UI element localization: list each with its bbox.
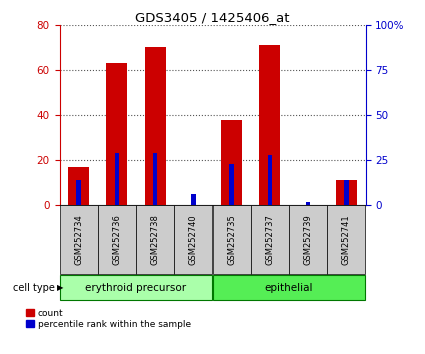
Title: GDS3405 / 1425406_at: GDS3405 / 1425406_at (135, 11, 290, 24)
Bar (136, 205, 174, 274)
Bar (259, 45, 280, 205)
Bar (251, 205, 289, 274)
Bar (144, 47, 166, 205)
Bar (115, 153, 119, 205)
Bar (212, 205, 251, 274)
Text: GSM252736: GSM252736 (112, 215, 122, 265)
Bar (60, 275, 212, 300)
Text: GSM252734: GSM252734 (74, 215, 83, 265)
Text: GSM252741: GSM252741 (342, 215, 351, 265)
Bar (60, 205, 98, 274)
Bar (68, 167, 89, 205)
Bar (153, 153, 157, 205)
Text: epithelial: epithelial (265, 282, 313, 293)
Bar (76, 180, 81, 205)
Text: GSM252735: GSM252735 (227, 215, 236, 265)
Text: GSM252739: GSM252739 (303, 215, 313, 265)
Bar (327, 205, 366, 274)
Bar (306, 202, 310, 205)
Bar (336, 181, 357, 205)
Text: cell type: cell type (13, 282, 55, 293)
Bar (212, 275, 366, 300)
Bar (191, 194, 196, 205)
Bar (106, 63, 128, 205)
Text: GSM252740: GSM252740 (189, 215, 198, 265)
Bar (344, 180, 348, 205)
Legend: count, percentile rank within the sample: count, percentile rank within the sample (26, 309, 191, 329)
Bar (268, 155, 272, 205)
Bar (221, 120, 242, 205)
Bar (230, 164, 234, 205)
Bar (289, 205, 327, 274)
Bar (98, 205, 136, 274)
Text: GSM252737: GSM252737 (265, 215, 275, 265)
Text: erythroid precursor: erythroid precursor (85, 282, 187, 293)
Text: GSM252738: GSM252738 (150, 215, 160, 265)
Text: ▶: ▶ (57, 283, 64, 292)
Bar (174, 205, 212, 274)
